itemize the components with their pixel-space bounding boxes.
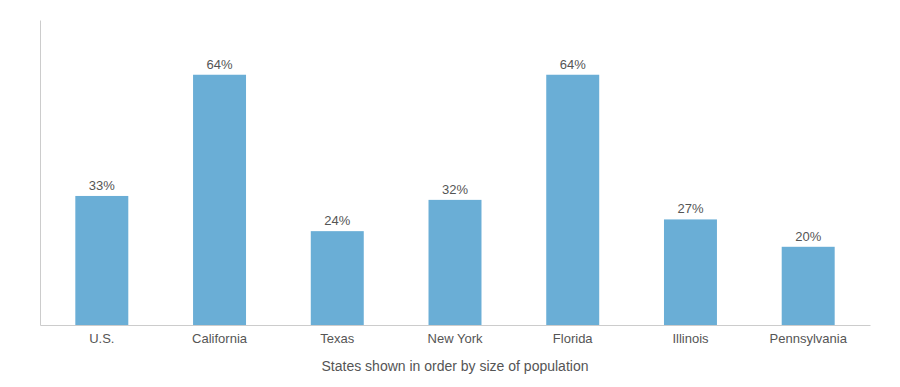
plot: 33% 64% 24% 32% 64% 27% 20% U.S. California Texas…: [41, 21, 871, 375]
chart: 33% 64% 24% 32% 64% 27% 20% U.S. California Texas…: [0, 0, 900, 387]
x-tick-label: California: [192, 331, 248, 346]
x-tick: New York: [428, 331, 483, 346]
bar: [546, 75, 599, 325]
x-axis-title: States shown in order by size of populat…: [322, 358, 589, 374]
x-tick-label: Illinois: [672, 331, 709, 346]
x-tick-label: New York: [428, 331, 483, 346]
x-tick-label: Pennsylvania: [770, 331, 848, 346]
data-label: 64%: [207, 57, 233, 72]
x-tick: California: [192, 331, 248, 346]
x-axis: U.S. California Texas New York Florida Illino…: [41, 326, 871, 347]
x-tick-label: Texas: [320, 331, 354, 346]
data-label: 24%: [324, 213, 350, 228]
y-axis-line: [40, 21, 41, 326]
x-tick: Illinois: [672, 331, 709, 346]
bar: [75, 196, 128, 325]
data-label: 64%: [560, 57, 586, 72]
bar: [311, 231, 364, 325]
bar: [429, 200, 482, 325]
data-label: 27%: [677, 201, 703, 216]
bar: [193, 75, 246, 325]
data-label: 32%: [442, 182, 468, 197]
x-tick-label: Florida: [553, 331, 594, 346]
bars: [75, 75, 834, 325]
bar: [664, 219, 717, 325]
x-tick: U.S.: [89, 331, 114, 346]
bar: [782, 247, 835, 325]
x-axis-line: [41, 325, 871, 326]
data-label: 20%: [795, 229, 821, 244]
x-tick: Pennsylvania: [770, 331, 848, 346]
x-tick: Texas: [320, 331, 354, 346]
y-axis: [40, 21, 41, 326]
data-label: 33%: [89, 178, 115, 193]
x-tick-label: U.S.: [89, 331, 114, 346]
data-labels: 33% 64% 24% 32% 64% 27% 20%: [89, 57, 822, 244]
x-tick: Florida: [553, 331, 594, 346]
